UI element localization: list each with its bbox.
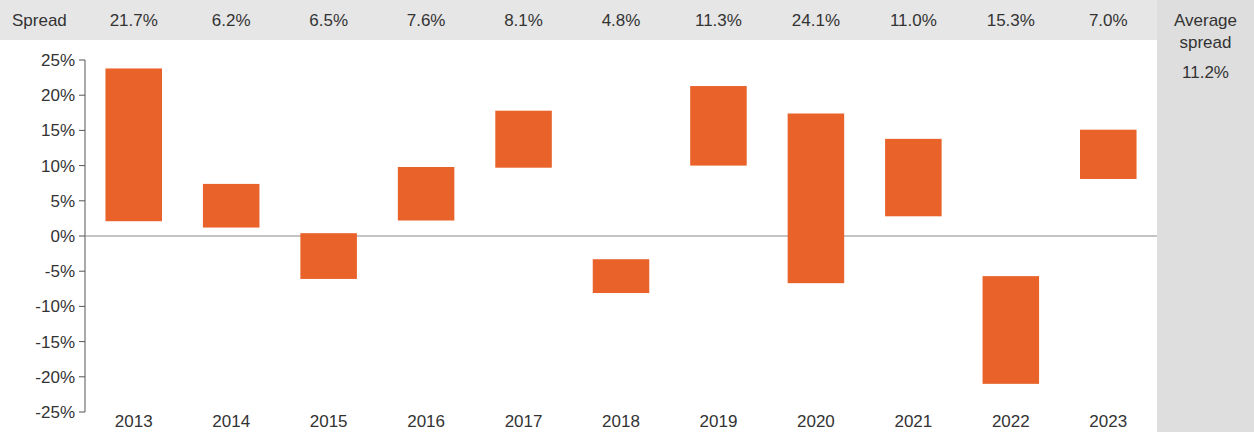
y-tick	[79, 236, 85, 237]
spread-value: 21.7%	[110, 11, 158, 30]
range-bar	[203, 184, 260, 228]
average-label: Average	[1174, 11, 1237, 30]
average-label: spread	[1180, 33, 1232, 52]
spread-value: 24.1%	[792, 11, 840, 30]
y-tick	[79, 341, 85, 342]
x-tick-label: 2014	[212, 412, 250, 431]
spread-value: 8.1%	[504, 11, 543, 30]
range-bar	[495, 111, 552, 168]
y-tick	[79, 165, 85, 166]
x-tick-label: 2019	[700, 412, 738, 431]
chart-svg: Spread 21.7% 6.2% 6.5% 7.6% 8.1% 4.8% 11.3% 24.1…	[0, 0, 1254, 432]
range-bar	[398, 167, 455, 221]
range-bar	[983, 276, 1040, 384]
y-tick-label: 25%	[41, 51, 75, 70]
average-value: 11.2%	[1182, 63, 1229, 82]
bars	[105, 68, 1136, 383]
spread-value: 11.0%	[890, 11, 937, 30]
range-bar	[885, 139, 942, 216]
y-tick	[79, 306, 85, 307]
y-tick-label: -15%	[35, 333, 75, 352]
spread-value: 11.3%	[695, 11, 742, 30]
y-tick	[79, 130, 85, 131]
y-tick-label: 0%	[50, 227, 75, 246]
range-bar	[593, 259, 650, 293]
y-tick-label: -10%	[35, 297, 75, 316]
spread-value: 7.6%	[407, 11, 446, 30]
x-tick-label: 2022	[992, 412, 1030, 431]
spread-value: 4.8%	[602, 11, 641, 30]
chart-container: Spread 21.7% 6.2% 6.5% 7.6% 8.1% 4.8% 11.3% 24.1…	[0, 0, 1254, 432]
y-tick-label: -20%	[35, 368, 75, 387]
y-tick	[79, 95, 85, 96]
x-tick-label: 2013	[115, 412, 153, 431]
y-tick-label: 15%	[41, 121, 75, 140]
y-tick-label: 20%	[41, 86, 75, 105]
y-tick-label: 10%	[41, 157, 75, 176]
spread-label: Spread	[12, 11, 67, 30]
range-bar	[788, 114, 845, 284]
y-tick	[79, 271, 85, 272]
spread-value: 7.0%	[1089, 11, 1128, 30]
average-panel	[1157, 0, 1254, 432]
y-tick	[79, 376, 85, 377]
header-band	[0, 0, 1157, 40]
y-tick-label: -5%	[45, 262, 75, 281]
y-tick-label: -25%	[35, 403, 75, 422]
x-tick-label: 2015	[310, 412, 348, 431]
y-tick-label: 5%	[50, 192, 75, 211]
range-bar	[105, 68, 162, 221]
x-tick-label: 2023	[1089, 412, 1127, 431]
x-tick-label: 2020	[797, 412, 835, 431]
spread-value: 15.3%	[987, 11, 1035, 30]
y-tick	[79, 60, 85, 61]
x-tick-label: 2018	[602, 412, 640, 431]
zero-line	[85, 236, 1157, 237]
y-tick	[79, 412, 85, 413]
range-bar	[690, 86, 747, 166]
spread-value: 6.2%	[212, 11, 251, 30]
x-tick-label: 2017	[505, 412, 543, 431]
spread-value: 6.5%	[309, 11, 348, 30]
x-tick-label: 2016	[407, 412, 445, 431]
range-bar	[1080, 130, 1137, 179]
range-bar	[300, 233, 357, 279]
y-tick	[79, 200, 85, 201]
x-tick-label: 2021	[894, 412, 932, 431]
